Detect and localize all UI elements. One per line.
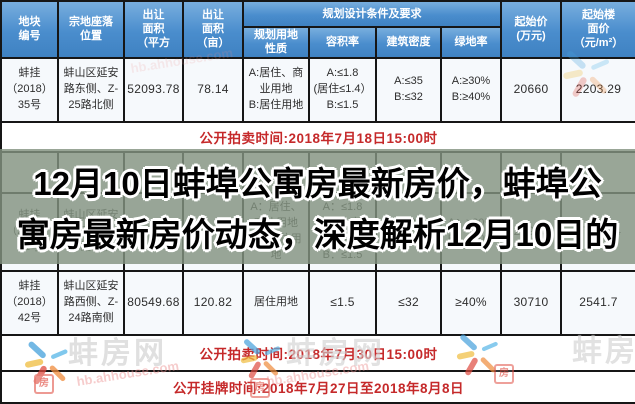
auction-time-row-1: 公开拍卖时间:2018年7月18日15:00时	[0, 120, 635, 153]
cell-plot-no: 蚌挂 （2018） 42号	[0, 269, 59, 336]
cell-floor-price: 2541.7	[560, 269, 635, 336]
col-header-start-price: 起始价 (万元)	[500, 0, 562, 59]
listing-time-row: 公开挂牌时间:2018年7月27日至2018年8月8日	[0, 369, 635, 404]
cell-area-sqm: 52093.78	[123, 56, 184, 123]
col-header-area-sqm: 出让 面积 （平方	[123, 0, 184, 59]
headline-line-2: 寓房最新房价动态，深度解析12月10日的	[16, 216, 619, 253]
col-header-green: 绿地率	[440, 26, 502, 59]
cell-start-price: 20660	[500, 56, 562, 123]
auction-time-text: 公开拍卖时间:2018年7月18日15:00时	[0, 120, 635, 153]
auction-time-text: 公开拍卖时间:2018年7月30日15:00时	[0, 333, 635, 372]
listing-time-text: 公开挂牌时间:2018年7月27日至2018年8月8日	[0, 369, 635, 404]
cell-start-price: 30710	[500, 269, 562, 336]
auction-time-row-2: 公开拍卖时间:2018年7月30日15:00时	[0, 333, 635, 372]
cell-far: A:≤1.8 (居住≤1.4） B:≤1.5	[308, 56, 377, 123]
cell-density: A:≤35 B:≤32	[375, 56, 442, 123]
cell-location: 蚌山区延安 路东侧、Z- 25路北侧	[57, 56, 125, 123]
col-header-land-use: 规划用地 性质	[242, 26, 310, 59]
col-header-planning-group: 规划设计条件及要求	[242, 0, 502, 28]
headline-overlay: 12月10日蚌埠公寓房最新房价，蚌埠公 寓房最新房价动态，深度解析12月10日的	[0, 149, 635, 264]
header-row-sub: 规划用地 性质 容积率 建筑密度 绿地率	[1, 26, 635, 59]
col-header-location: 宗地座落 位置	[57, 0, 125, 59]
col-header-area-mu: 出让 面积 （亩）	[182, 0, 244, 59]
cell-land-use: A:居住、商 业用地 B:居住用地	[242, 56, 310, 123]
cell-area-sqm: 80549.68	[123, 269, 184, 336]
col-header-density: 建筑密度	[375, 26, 442, 59]
col-header-plot-no: 地块 编号	[0, 0, 59, 59]
cell-location: 蚌山区延安 路西侧、Z- 24路南侧	[57, 269, 125, 336]
cell-floor-price: 2203.29	[560, 56, 635, 123]
cell-area-mu: 120.82	[182, 269, 244, 336]
cell-plot-no: 蚌挂 （2018） 35号	[0, 56, 59, 123]
cell-land-use: 居住用地	[242, 269, 310, 336]
header-row-top: 地块 编号 宗地座落 位置 出让 面积 （平方 出让 面积 （亩） 规划设计条件…	[0, 0, 635, 59]
cell-density: ≤32	[375, 269, 442, 336]
col-header-floor-price: 起始楼 面价 （元/m²）	[560, 0, 635, 59]
cell-far: ≤1.5	[308, 269, 377, 336]
table-row-plot-42: 蚌挂 （2018） 42号 蚌山区延安 路西侧、Z- 24路南侧 80549.6…	[0, 269, 635, 336]
cell-green: ≥40%	[440, 269, 502, 336]
table-row-plot-35: 蚌挂 （2018） 35号 蚌山区延安 路东侧、Z- 25路北侧 52093.7…	[0, 56, 635, 123]
headline-line-1: 12月10日蚌埠公寓房最新房价，蚌埠公	[33, 165, 602, 202]
col-header-far: 容积率	[308, 26, 377, 59]
cell-green: A:≥30% B:≥40%	[440, 56, 502, 123]
cell-area-mu: 78.14	[182, 56, 244, 123]
